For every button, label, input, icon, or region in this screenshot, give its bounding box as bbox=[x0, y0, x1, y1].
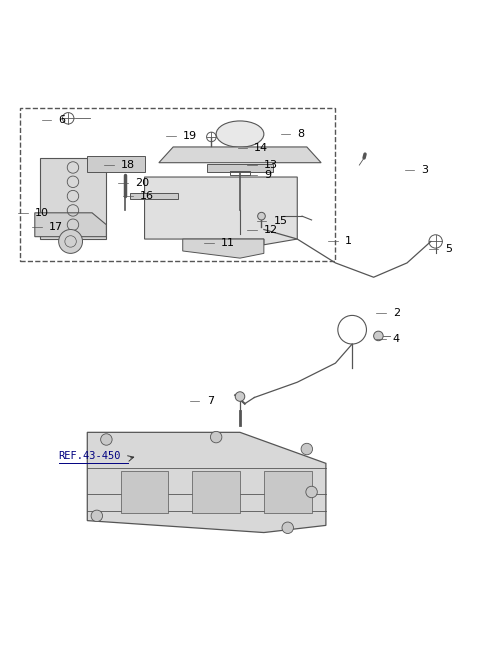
Circle shape bbox=[91, 510, 103, 522]
Text: 17: 17 bbox=[49, 222, 63, 232]
Text: 16: 16 bbox=[140, 191, 154, 201]
Text: 10: 10 bbox=[35, 208, 49, 218]
Polygon shape bbox=[144, 177, 297, 245]
Polygon shape bbox=[130, 193, 178, 199]
Circle shape bbox=[373, 331, 383, 341]
Circle shape bbox=[101, 434, 112, 445]
Text: 19: 19 bbox=[183, 131, 197, 141]
Circle shape bbox=[301, 444, 312, 455]
Polygon shape bbox=[87, 155, 144, 172]
Circle shape bbox=[210, 432, 222, 443]
Circle shape bbox=[258, 212, 265, 220]
Circle shape bbox=[306, 486, 317, 498]
Polygon shape bbox=[39, 158, 107, 239]
Text: 13: 13 bbox=[264, 160, 278, 170]
Circle shape bbox=[59, 229, 83, 254]
Text: 9: 9 bbox=[264, 170, 271, 180]
Ellipse shape bbox=[216, 121, 264, 147]
Text: 8: 8 bbox=[297, 129, 304, 139]
Bar bbox=[120, 470, 168, 514]
Polygon shape bbox=[183, 239, 264, 258]
Bar bbox=[192, 470, 240, 514]
Text: REF.43-450: REF.43-450 bbox=[59, 451, 121, 461]
Text: 18: 18 bbox=[120, 160, 135, 170]
Text: 7: 7 bbox=[206, 396, 214, 406]
Text: 14: 14 bbox=[254, 143, 268, 153]
Polygon shape bbox=[206, 164, 274, 172]
Bar bbox=[264, 470, 312, 514]
Text: 6: 6 bbox=[59, 115, 66, 124]
Text: 11: 11 bbox=[221, 238, 235, 248]
Circle shape bbox=[282, 522, 293, 533]
Text: 12: 12 bbox=[264, 225, 278, 235]
Circle shape bbox=[235, 392, 245, 401]
Text: 5: 5 bbox=[445, 244, 452, 254]
Text: 20: 20 bbox=[135, 178, 149, 188]
Text: 2: 2 bbox=[393, 308, 400, 318]
Text: 1: 1 bbox=[345, 236, 352, 246]
Text: 3: 3 bbox=[421, 165, 428, 175]
Polygon shape bbox=[35, 213, 107, 237]
Polygon shape bbox=[87, 432, 326, 533]
Text: 15: 15 bbox=[274, 216, 288, 226]
Polygon shape bbox=[159, 147, 321, 163]
Text: 4: 4 bbox=[393, 334, 400, 345]
